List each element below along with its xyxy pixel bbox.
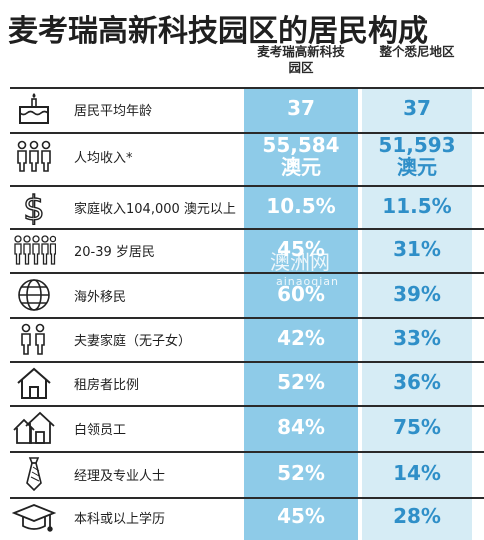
column-header-macquarie-line1: 麦考瑞高新科技 [257,44,345,59]
watermark: 澳洲网 ainaoqian [270,246,339,288]
row-separator [10,87,484,89]
column-background-macquarie [244,87,358,540]
value-sydney: 36% [393,370,441,394]
value-sydney: 31% [393,237,441,261]
value-macquarie: 45% [277,504,325,528]
necktie-icon [12,456,56,492]
column-header-macquarie: 麦考瑞高新科技 园区 [244,44,358,76]
row-separator [10,405,484,407]
value-macquarie: 52% [277,370,325,394]
svg-text:$: $ [23,189,45,225]
value-sydney: 28% [393,504,441,528]
row-label: 家庭收入104,000 澳元以上 [74,202,236,217]
value-macquarie: 55,584 澳元 [244,134,358,178]
row-label: 居民平均年龄 [74,104,153,119]
value-macquarie: 60% [277,282,325,306]
row-label: 经理及专业人士 [74,469,166,484]
value-sydney: 39% [393,282,441,306]
watermark-en: ainaoqian [276,275,339,288]
value-macquarie: 84% [277,415,325,439]
value-macquarie: 42% [277,326,325,350]
globe-icon [12,277,56,313]
value-macquarie: 52% [277,461,325,485]
value-sydney: 51,593 澳元 [362,134,472,178]
row-separator [10,361,484,363]
value-text-line: 51,593 [378,133,456,157]
value-text-line: 55,584 [262,133,340,157]
row-separator [10,451,484,453]
value-macquarie: 45% [277,237,325,261]
birthday-cake-icon [12,91,56,127]
value-macquarie: 37 [287,96,315,120]
row-separator [10,272,484,274]
dollar-icon: $ [12,188,56,229]
row-separator [10,132,484,134]
column-background-sydney [362,87,472,540]
row-label: 人均收入* [74,151,133,166]
column-header-sydney: 整个悉尼地区 [379,44,455,59]
value-sydney: 33% [393,326,441,350]
value-sydney: 14% [393,461,441,485]
row-label: 夫妻家庭（无子女） [74,334,192,349]
value-sydney: 37 [403,96,431,120]
value-macquarie: 10.5% [266,194,336,218]
group-icon [12,232,57,268]
people-icon [12,138,56,174]
chart-title: 麦考瑞高新科技园区的居民构成 [8,14,428,49]
row-separator [10,497,484,499]
value-sydney: 11.5% [382,194,452,218]
row-label: 白领员工 [74,423,127,438]
value-sydney: 75% [393,415,441,439]
row-label: 本科或以上学历 [74,512,166,527]
value-text-line: 澳元 [397,155,437,179]
houses-icon [12,410,56,446]
row-label: 海外移民 [74,290,127,305]
column-header-macquarie-line2: 园区 [288,60,314,75]
watermark-cn: 澳洲网 [270,250,330,274]
row-separator [10,228,484,230]
row-label: 20-39 岁居民 [74,245,155,260]
graduation-cap-icon [11,499,57,535]
row-separator [10,317,484,319]
value-text-line: 澳元 [281,155,321,179]
row-separator [10,185,484,187]
couple-icon [12,321,56,357]
row-label: 租房者比例 [74,378,140,393]
house-icon [12,365,56,401]
